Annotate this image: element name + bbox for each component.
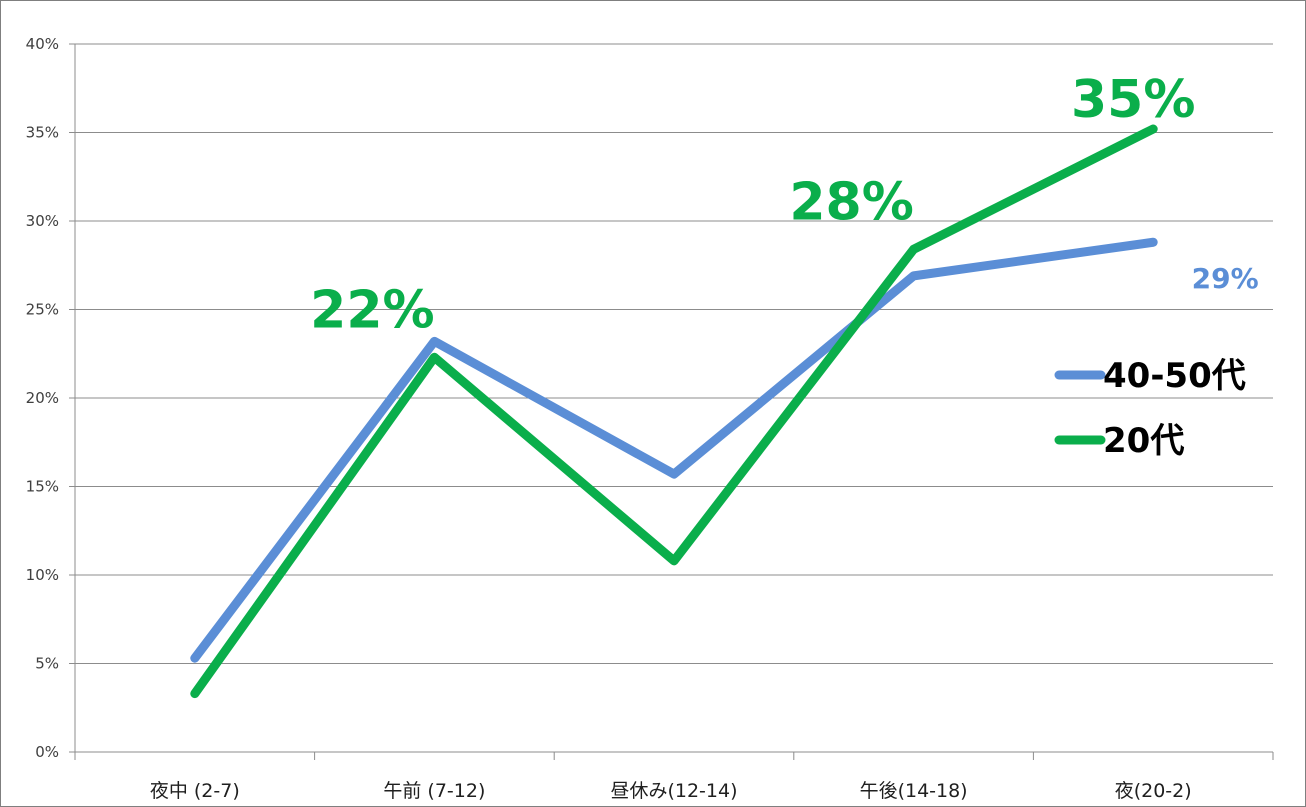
y-tick-label: 0% bbox=[35, 743, 59, 761]
x-tick-label: 午前 (7-12) bbox=[383, 780, 485, 802]
y-tick-label: 5% bbox=[35, 655, 59, 673]
y-tick-label: 25% bbox=[26, 301, 59, 319]
gridlines bbox=[75, 43, 1273, 753]
series-lines bbox=[190, 124, 1158, 699]
legend: 40-50代 20代 bbox=[1054, 356, 1246, 461]
y-tick-label: 40% bbox=[26, 35, 59, 53]
data-label: 29% bbox=[1192, 262, 1259, 295]
y-tick-label: 10% bbox=[26, 566, 59, 584]
axes: 0% 5% 10% 15% 20% 25% 30% 35% 40% 夜中 (2-7) 午前 (7-1… bbox=[26, 35, 1274, 802]
data-annotations: 22% 28% 35% 29% bbox=[310, 70, 1259, 340]
legend-label: 20代 bbox=[1103, 421, 1184, 461]
x-tick-label: 夜中 (2-7) bbox=[150, 780, 240, 802]
y-tick-label: 20% bbox=[26, 389, 59, 407]
y-tick-label: 35% bbox=[26, 124, 59, 142]
x-tick-label: 夜(20-2) bbox=[1115, 780, 1192, 802]
data-label: 28% bbox=[789, 172, 913, 232]
series-line-1 bbox=[190, 124, 1158, 699]
x-tick-label: 昼休み(12-14) bbox=[610, 780, 737, 802]
y-tick-label: 15% bbox=[26, 478, 59, 496]
x-tick-label: 午後(14-18) bbox=[860, 780, 968, 802]
legend-label: 40-50代 bbox=[1103, 356, 1246, 396]
y-tick-label: 30% bbox=[26, 212, 59, 230]
data-label: 22% bbox=[310, 280, 434, 340]
data-label: 35% bbox=[1071, 70, 1195, 130]
